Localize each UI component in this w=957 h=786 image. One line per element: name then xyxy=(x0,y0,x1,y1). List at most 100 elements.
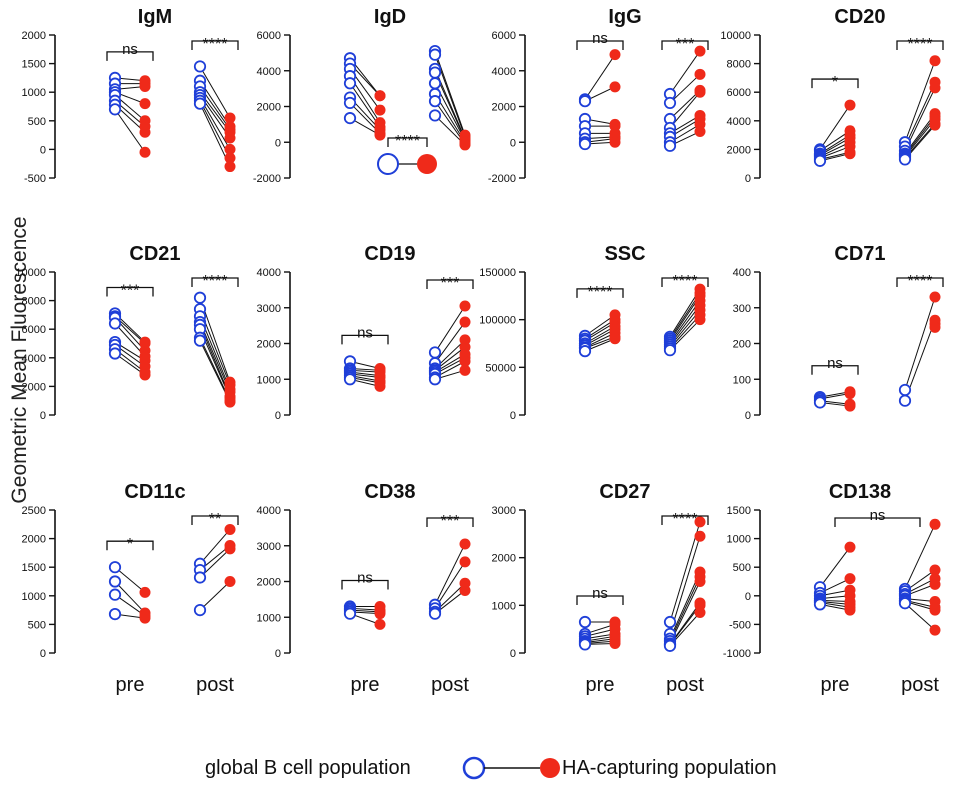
ha-point xyxy=(139,612,151,624)
global-point xyxy=(428,109,442,122)
ha-point xyxy=(694,68,706,80)
y-tick-label: -500 xyxy=(24,173,46,185)
pair-line xyxy=(669,73,701,104)
between-significance-label: ns xyxy=(870,507,886,524)
global-point xyxy=(193,60,207,73)
significance-bracket xyxy=(341,334,389,345)
panel-title: IgD xyxy=(374,6,406,28)
y-tick-label: 0 xyxy=(275,137,281,149)
y-tick-label: 4000 xyxy=(492,66,516,78)
global-point xyxy=(108,608,122,621)
global-point xyxy=(108,575,122,588)
x-tick-label: pre xyxy=(586,674,615,696)
panel-igm: IgM -500 0 500 1000 1500 2000 ns **** xyxy=(22,6,239,185)
y-tick-label: -500 xyxy=(729,619,751,631)
y-tick-label: 2000 xyxy=(22,30,46,42)
x-tick-label: pre xyxy=(116,674,145,696)
panel-title: CD71 xyxy=(834,243,885,265)
y-tick-label: 6000 xyxy=(257,30,281,42)
y-tick-label: 1000 xyxy=(492,600,516,612)
pair-line xyxy=(904,602,936,631)
pair-line xyxy=(114,581,146,614)
significance-bracket xyxy=(341,579,389,590)
global-point xyxy=(193,334,207,347)
between-bracket xyxy=(387,137,428,147)
ha-point xyxy=(929,119,941,131)
significance-label: *** xyxy=(441,513,460,530)
significance-bracket xyxy=(576,40,624,50)
global-point xyxy=(813,598,827,611)
y-tick-label: 4000 xyxy=(727,116,751,128)
ha-point xyxy=(694,530,706,542)
panel-title: SSC xyxy=(604,243,645,265)
y-tick-label: 1000 xyxy=(257,374,281,386)
ha-point xyxy=(609,49,621,61)
y-tick-label: 0 xyxy=(40,648,46,660)
global-point xyxy=(578,615,592,629)
ha-point xyxy=(929,564,941,576)
y-tick-label: 3000 xyxy=(492,505,516,517)
significance-bracket xyxy=(661,515,709,525)
significance-bracket xyxy=(191,515,239,525)
ha-point xyxy=(459,300,471,312)
global-point xyxy=(428,346,442,359)
ha-point xyxy=(694,45,706,57)
between-ha-marker xyxy=(417,154,437,174)
ha-point xyxy=(844,604,856,616)
y-tick-label: 50000 xyxy=(485,362,516,374)
x-tick-label: post xyxy=(431,674,469,696)
ha-point xyxy=(929,55,941,67)
ha-point xyxy=(224,152,236,164)
y-tick-label: 10000 xyxy=(720,30,751,42)
panel-cd27: CD27 0 1000 2000 3000 pre post ns **** xyxy=(492,481,709,696)
y-tick-label: 10000 xyxy=(15,267,46,279)
y-tick-label: 1500 xyxy=(22,562,46,574)
pair-line xyxy=(904,296,936,391)
ha-point xyxy=(609,136,621,148)
significance-label: **** xyxy=(908,273,933,290)
global-point xyxy=(343,77,357,90)
ha-point xyxy=(224,143,236,155)
significance-label: * xyxy=(127,536,133,553)
ha-point xyxy=(844,541,856,553)
pair-line xyxy=(434,305,466,353)
ha-point xyxy=(459,355,471,367)
significance-bracket xyxy=(576,595,624,606)
ha-point xyxy=(224,396,236,408)
x-tick-label: pre xyxy=(821,674,850,696)
y-tick-label: 0 xyxy=(745,410,751,422)
pair-line xyxy=(434,321,466,364)
global-point xyxy=(663,344,677,357)
pair-line xyxy=(434,50,466,136)
global-point xyxy=(193,291,207,304)
legend-label-global: global B cell population xyxy=(205,757,411,779)
global-point xyxy=(428,95,442,108)
global-point xyxy=(898,153,912,166)
y-tick-label: 500 xyxy=(28,619,46,631)
x-tick-label: post xyxy=(901,674,939,696)
significance-label: **** xyxy=(673,273,698,290)
y-tick-label: 1000 xyxy=(257,612,281,624)
y-tick-label: 2000 xyxy=(492,102,516,114)
y-tick-label: 4000 xyxy=(22,353,46,365)
ha-point xyxy=(139,586,151,598)
ha-point xyxy=(374,129,386,141)
x-tick-label: post xyxy=(666,674,704,696)
pair-line xyxy=(434,561,466,609)
legend-open-circle-marker xyxy=(462,756,486,780)
y-tick-label: 0 xyxy=(40,144,46,156)
panel-cd138: CD138 -1000 -500 0 500 1000 1500 pre post ns xyxy=(723,481,941,696)
ha-point xyxy=(929,321,941,333)
y-tick-label: 6000 xyxy=(492,30,516,42)
y-tick-label: 500 xyxy=(28,116,46,128)
global-point xyxy=(108,317,122,330)
ha-point xyxy=(139,98,151,110)
y-tick-label: 100 xyxy=(733,374,751,386)
ha-point xyxy=(459,538,471,550)
ha-point xyxy=(374,380,386,392)
pair-line xyxy=(584,54,616,100)
legend-filled-circle-marker xyxy=(540,758,560,778)
panel-igd: IgD -2000 0 2000 4000 6000 **** xyxy=(253,6,471,185)
